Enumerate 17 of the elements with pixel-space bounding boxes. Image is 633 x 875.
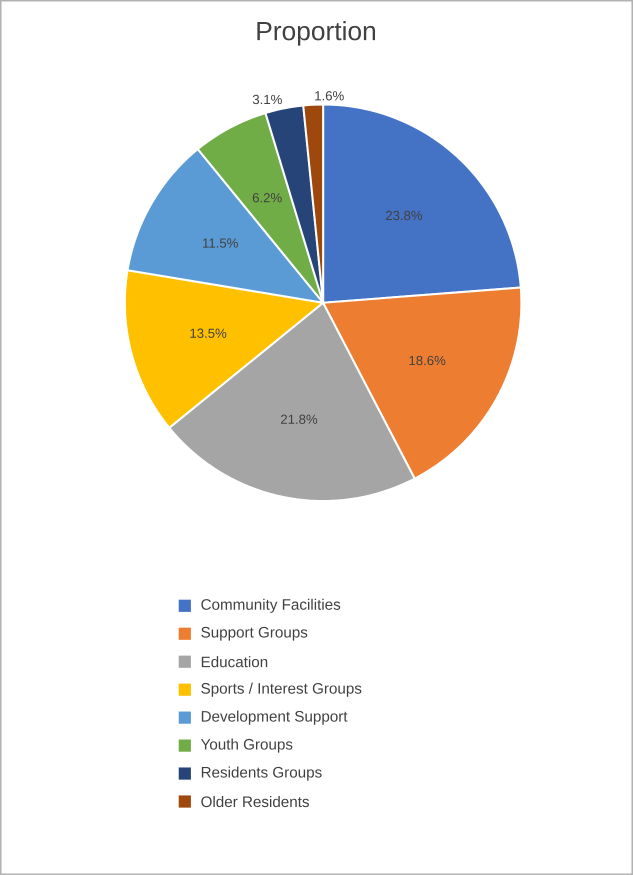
legend-label: Community Facilities — [201, 598, 340, 613]
legend-label: Older Residents — [201, 796, 309, 808]
data-label: 11.5% — [203, 238, 238, 248]
data-label: 1.6% — [315, 91, 344, 100]
data-label: 23.8% — [386, 210, 422, 220]
data-label: 6.2% — [252, 193, 282, 202]
data-label: 21.8% — [281, 414, 318, 424]
chart-title: Proportion — [257, 21, 376, 46]
legend-label: Development Support — [202, 710, 348, 725]
data-label: 18.6% — [409, 356, 446, 366]
legend-label: Sports / Interest Groups — [201, 682, 362, 697]
data-label: 13.5% — [190, 328, 226, 338]
legend-label: Residents Groups — [202, 766, 322, 781]
legend-label: Education — [202, 656, 268, 668]
data-label: 3.1% — [252, 94, 282, 104]
legend-label: Youth Groups — [200, 738, 292, 753]
legend-label: Support Groups — [201, 626, 308, 641]
